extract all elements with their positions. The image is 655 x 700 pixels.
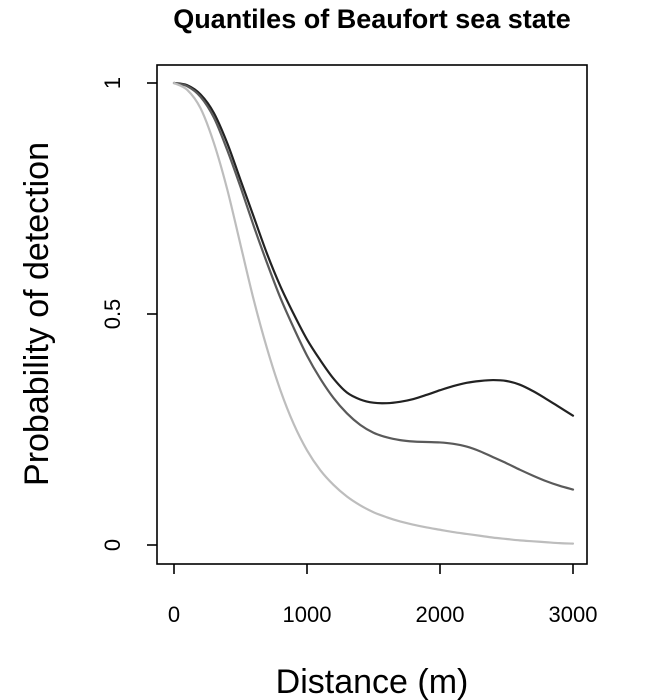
x-tick-label: 3000 <box>549 602 598 627</box>
series-line-3 <box>172 81 575 545</box>
x-axis-label: Distance (m) <box>276 663 469 700</box>
y-tick-label: 0.5 <box>100 299 125 330</box>
x-tick-label: 0 <box>168 602 180 627</box>
x-tick-label: 1000 <box>283 602 332 627</box>
series-layer <box>172 81 575 545</box>
x-axis: 0 1000 2000 3000 <box>168 564 598 627</box>
y-axis: 00.51 <box>100 77 157 551</box>
series-line-2 <box>172 81 575 491</box>
y-tick-label: 1 <box>100 77 125 89</box>
plot-frame <box>156 64 588 565</box>
y-axis-label: Probability of detection <box>18 142 56 486</box>
series-line-1 <box>172 81 575 417</box>
y-tick-label: 0 <box>100 539 125 551</box>
chart-title: Quantiles of Beaufort sea state <box>173 4 571 34</box>
x-tick-label: 2000 <box>416 602 465 627</box>
